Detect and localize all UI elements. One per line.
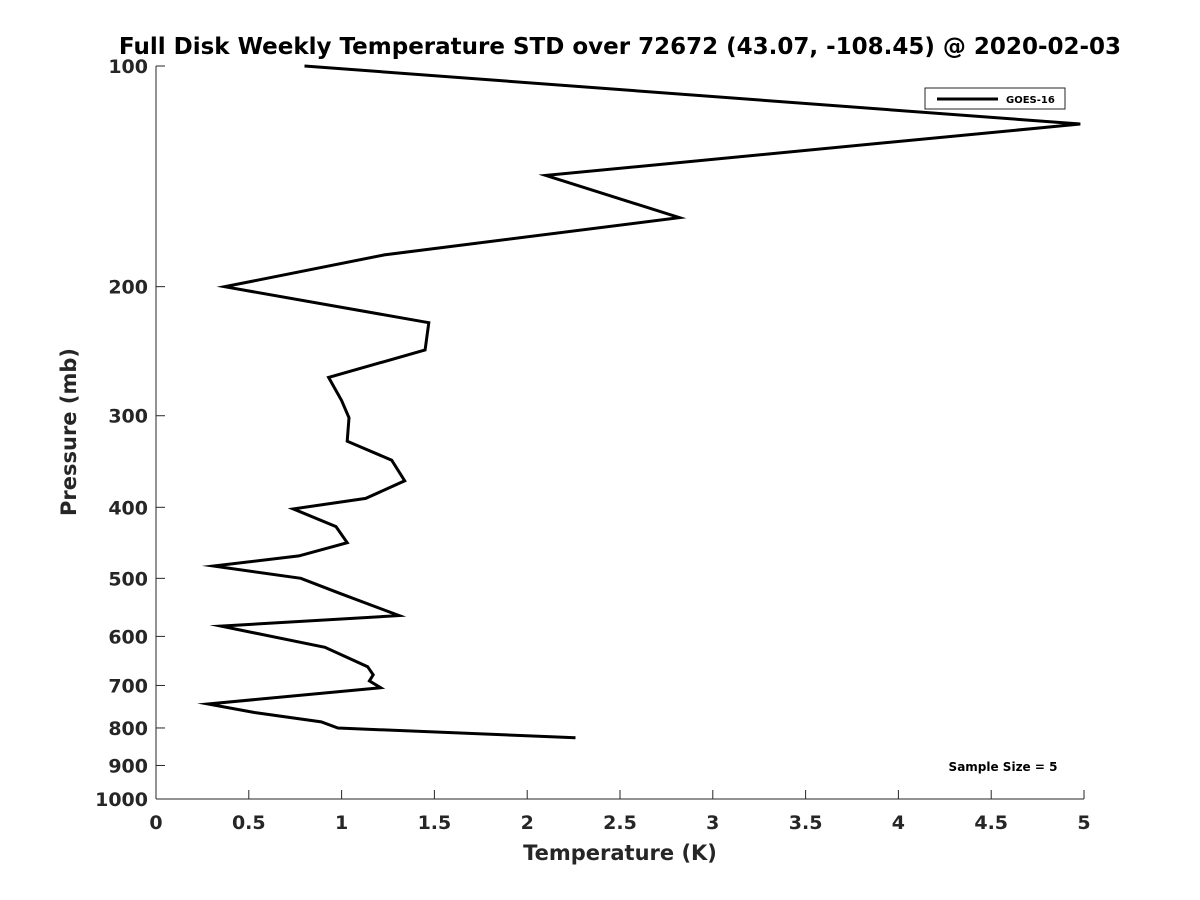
x-tick-label: 3: [706, 812, 719, 834]
x-tick-label: 3.5: [789, 812, 823, 834]
y-tick-label: 300: [108, 406, 148, 428]
x-tick-label: 2: [521, 812, 534, 834]
series-line-goes-16: [197, 64, 1081, 740]
x-tick-label: 0.5: [232, 812, 266, 834]
series-layer: [197, 64, 1081, 740]
y-axis-ticks: 100 200 300 400 500 600 700 800 900 1000: [95, 56, 165, 811]
x-tick-label: 1: [335, 812, 348, 834]
y-tick-label: 500: [108, 568, 148, 590]
x-tick-label: 0: [149, 812, 162, 834]
y-tick-label: 700: [108, 675, 148, 697]
x-tick-label: 5: [1077, 812, 1090, 834]
y-tick-label: 600: [108, 626, 148, 648]
x-tick-label: 1.5: [418, 812, 452, 834]
y-tick-label: 400: [108, 497, 148, 519]
legend-label-goes-16: GOES-16: [1006, 95, 1055, 106]
sample-size-annotation: Sample Size = 5: [949, 760, 1058, 774]
chart-title: Full Disk Weekly Temperature STD over 72…: [119, 34, 1121, 60]
y-tick-label: 800: [108, 718, 148, 740]
plot-area: [156, 66, 1084, 799]
y-tick-label: 100: [108, 56, 148, 78]
x-tick-label: 2.5: [603, 812, 637, 834]
x-axis-label: Temperature (K): [523, 841, 717, 865]
x-tick-label: 4: [892, 812, 905, 834]
legend: GOES-16: [924, 87, 1066, 110]
y-tick-label: 200: [108, 277, 148, 299]
x-axis-ticks: 0 0.5 1 1.5 2 2.5 3 3.5 4 4.5 5: [149, 790, 1091, 834]
x-tick-label: 4.5: [974, 812, 1008, 834]
y-tick-label: 1000: [95, 789, 148, 811]
y-tick-label: 900: [108, 755, 148, 777]
y-axis-label: Pressure (mb): [57, 348, 81, 516]
